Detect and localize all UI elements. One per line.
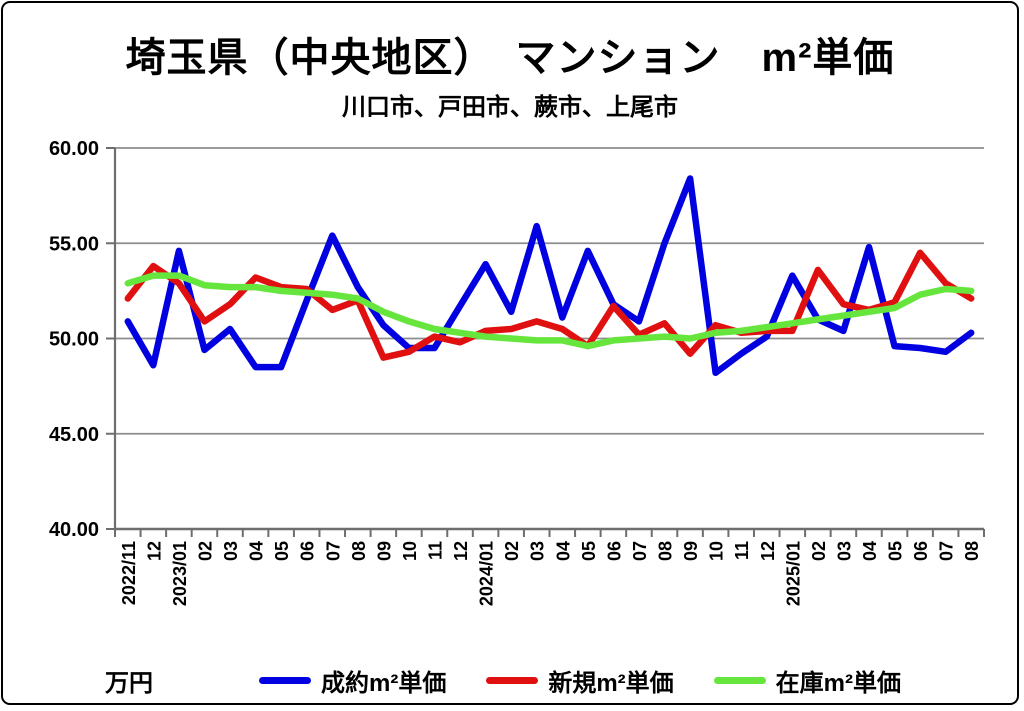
stock-line-swatch bbox=[713, 676, 766, 684]
series-line-0 bbox=[124, 175, 975, 377]
y-tick-label: 40.00 bbox=[49, 519, 99, 541]
x-tick-label: 09 bbox=[374, 541, 394, 561]
x-tick-label: 11 bbox=[732, 541, 752, 560]
x-tick-label: 06 bbox=[604, 541, 624, 561]
x-tick-label: 04 bbox=[860, 541, 880, 561]
x-tick-label: 03 bbox=[834, 541, 854, 561]
x-tick-label: 10 bbox=[400, 541, 420, 561]
x-tick-label: 08 bbox=[962, 541, 982, 561]
y-tick-label: 60.00 bbox=[49, 138, 99, 160]
x-tick-label: 05 bbox=[272, 541, 292, 561]
x-tick-label: 08 bbox=[656, 541, 676, 561]
y-tick-label: 50.00 bbox=[49, 329, 99, 351]
x-tick-label: 11 bbox=[425, 541, 445, 560]
legend-label-contract: 成約m²単価 bbox=[320, 669, 447, 697]
x-tick-label: 04 bbox=[553, 541, 573, 561]
x-tick-label: 03 bbox=[528, 541, 548, 561]
legend: 成約m²単価 新規m²単価 在庫m²単価 bbox=[143, 663, 1017, 697]
y-tick-label: 45.00 bbox=[49, 424, 99, 446]
x-tick-label: 05 bbox=[579, 541, 599, 561]
x-tick-label: 12 bbox=[451, 541, 471, 561]
x-tick-label: 2023/01 bbox=[170, 541, 190, 606]
x-tick-label: 2024/01 bbox=[477, 541, 497, 606]
series-line-1 bbox=[124, 249, 975, 361]
x-tick-label: 02 bbox=[809, 541, 829, 561]
legend-item-stock: 在庫m²単価 bbox=[713, 663, 902, 698]
legend-label-stock: 在庫m²単価 bbox=[775, 669, 902, 697]
x-tick-label: 10 bbox=[707, 541, 727, 561]
x-tick-label: 07 bbox=[937, 541, 957, 561]
new-line-swatch bbox=[486, 676, 539, 684]
x-tick-label: 12 bbox=[144, 541, 164, 561]
legend-item-new: 新規m²単価 bbox=[486, 663, 674, 698]
y-tick-label: 55.00 bbox=[49, 233, 99, 255]
contract-line-swatch bbox=[258, 676, 311, 684]
x-tick-label: 09 bbox=[681, 541, 701, 561]
x-tick-label: 07 bbox=[630, 541, 650, 561]
x-tick-label: 02 bbox=[502, 541, 522, 561]
x-tick-label: 06 bbox=[911, 541, 931, 561]
x-tick-label: 06 bbox=[298, 541, 318, 561]
x-tick-label: 12 bbox=[758, 541, 778, 561]
x-tick-label: 04 bbox=[247, 541, 267, 561]
series-line-2 bbox=[124, 272, 975, 350]
chart-subtitle: 川口市、戸田市、蕨市、上尾市 bbox=[342, 94, 678, 121]
chart-title: 埼玉県（中央地区） マンション m²単価 bbox=[125, 36, 895, 80]
x-tick-label: 02 bbox=[195, 541, 215, 561]
x-tick-label: 2025/01 bbox=[783, 541, 803, 606]
x-tick-label: 07 bbox=[323, 541, 343, 561]
x-tick-label: 2022/11 bbox=[119, 541, 139, 605]
x-tick-label: 08 bbox=[349, 541, 369, 561]
y-axis-unit-label: 万円 bbox=[105, 670, 153, 697]
x-tick-label: 05 bbox=[886, 541, 906, 561]
legend-item-contract: 成約m²単価 bbox=[258, 663, 447, 698]
legend-label-new: 新規m²単価 bbox=[548, 669, 674, 697]
x-tick-label: 03 bbox=[221, 541, 241, 561]
